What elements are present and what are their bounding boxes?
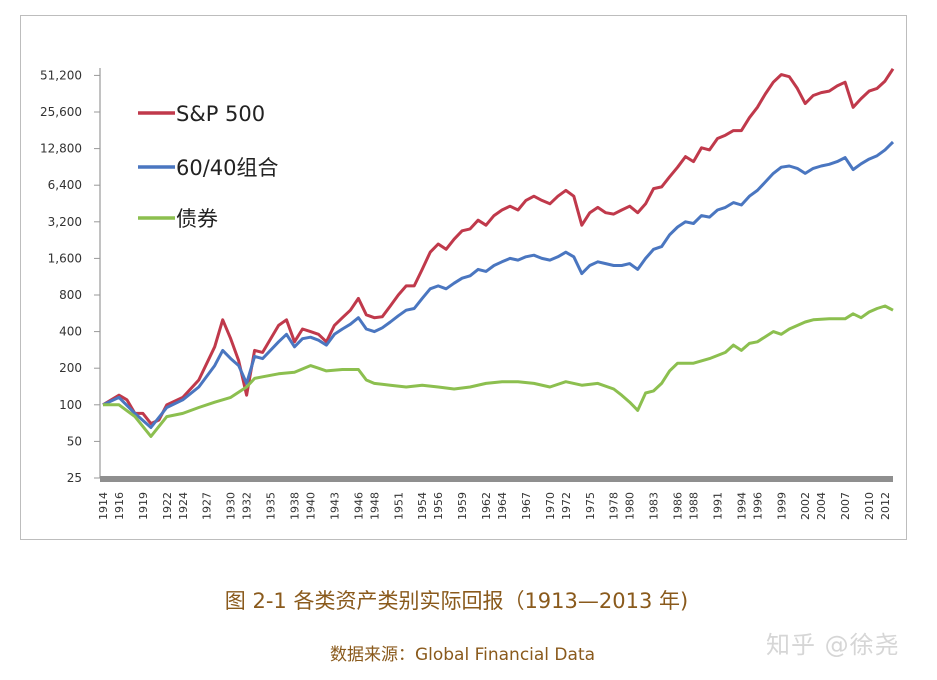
x-tick-label: 1972 [560,492,573,520]
x-tick-label: 1980 [624,492,637,520]
x-tick-label: 2007 [839,492,852,520]
x-tick-label: 1919 [137,492,150,520]
y-tick-label: 800 [59,288,82,302]
legend-label-1: 60/40组合 [176,156,279,180]
x-tick-label: 1943 [328,492,341,520]
x-tick-label: 2010 [863,492,876,520]
x-tick-label: 1994 [735,492,748,520]
y-tick-label: 200 [59,361,82,375]
figure-caption: 图 2-1 各类资产类别实际回报（1913—2013 年) [224,589,689,613]
x-tick-label: 1975 [584,492,597,520]
x-tick-label: 1978 [608,492,621,520]
x-tick-label: 1927 [201,492,214,520]
x-tick-label: 1948 [368,492,381,520]
x-tick-label: 1951 [392,492,405,520]
x-tick-label: 1946 [352,492,365,520]
x-tick-label: 1991 [711,492,724,520]
x-tick-label: 1924 [177,492,190,520]
x-tick-label: 1996 [751,492,764,520]
data-source: 数据来源：Global Financial Data [329,645,596,665]
x-tick-label: 1954 [416,492,429,520]
y-tick-label: 100 [59,398,82,412]
y-tick-label: 50 [67,434,82,448]
x-tick-label: 1938 [289,492,302,520]
y-tick-label: 6,400 [48,178,82,192]
x-axis-bar [100,476,893,482]
x-tick-label: 1959 [456,492,469,520]
y-tick-label: 25 [67,471,82,485]
x-tick-label: 1964 [496,492,509,520]
x-tick-label: 1970 [544,492,557,520]
x-tick-label: 1932 [241,492,254,520]
series-line-0 [102,67,895,426]
x-tick-label: 1956 [432,492,445,520]
x-tick-label: 1914 [97,492,110,520]
x-tick-label: 1916 [113,492,126,520]
watermark: 知乎 @徐尧 [766,631,900,659]
y-tick-label: 3,200 [48,215,82,229]
x-tick-label: 2012 [879,492,892,520]
x-tick-label: 1962 [480,492,493,520]
x-tick-label: 1935 [265,492,278,520]
y-tick-label: 1,600 [48,251,82,265]
legend-label-2: 债券 [176,207,218,231]
line-chart: 25 50 100 200 400 800 1,600 3,200 6,400 12,800 25,… [40,67,895,520]
x-tick-label: 1922 [161,492,174,520]
chart-frame [20,15,907,540]
y-tick-label: 400 [59,325,82,339]
y-tick-label: 12,800 [40,142,82,156]
x-tick-label: 2004 [815,492,828,520]
y-tick-label: 51,200 [40,68,82,82]
x-tick-label: 1999 [775,492,788,520]
x-tick-label: 1940 [304,492,317,520]
series-line-1 [102,140,895,429]
x-tick-label: 1988 [688,492,701,520]
x-tick-label: 1930 [225,492,238,520]
y-tick-label: 25,600 [40,105,82,119]
x-tick-label: 1983 [648,492,661,520]
x-tick-label: 1986 [672,492,685,520]
x-tick-label: 1967 [520,492,533,520]
legend-label-0: S&P 500 [176,102,265,126]
series-line-2 [103,304,894,438]
x-tick-label: 2002 [799,492,812,520]
